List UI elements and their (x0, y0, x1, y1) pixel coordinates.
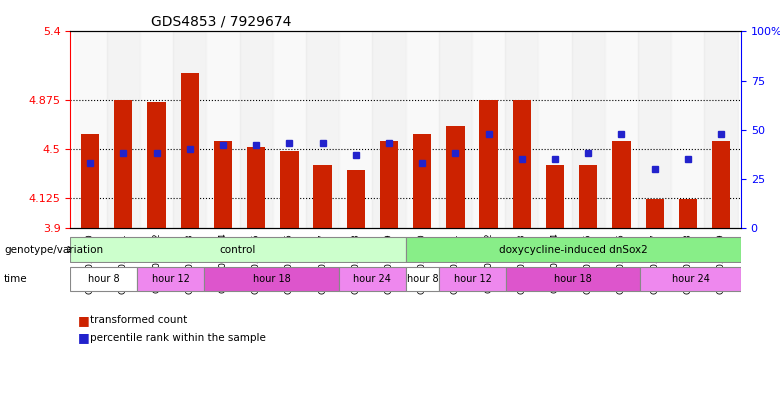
Bar (712, 141, 730, 228)
Bar (372, 31, 406, 228)
Text: hour 12: hour 12 (152, 274, 190, 284)
Bar (346, 170, 365, 228)
Text: hour 8: hour 8 (88, 274, 119, 284)
Bar (73, 31, 107, 228)
Text: hour 24: hour 24 (353, 274, 391, 284)
Text: transformed count: transformed count (90, 315, 187, 325)
Text: GDS4853 / 7929674: GDS4853 / 7929674 (151, 15, 291, 29)
Text: hour 12: hour 12 (454, 274, 491, 284)
Bar (612, 141, 630, 228)
Bar (638, 31, 672, 228)
Bar (704, 31, 738, 228)
Bar (306, 31, 339, 228)
Bar (505, 31, 538, 228)
Text: hour 18: hour 18 (555, 274, 592, 284)
Bar (273, 31, 306, 228)
Bar (147, 102, 165, 228)
Text: ■: ■ (78, 331, 90, 345)
Bar (506, 267, 640, 292)
Text: control: control (220, 244, 256, 255)
Bar (439, 267, 506, 292)
Bar (406, 237, 741, 262)
Bar (107, 31, 140, 228)
Bar (472, 31, 505, 228)
Bar (646, 199, 664, 228)
Text: doxycycline-induced dnSox2: doxycycline-induced dnSox2 (499, 244, 647, 255)
Bar (173, 31, 207, 228)
Bar (380, 141, 398, 228)
Bar (480, 99, 498, 228)
Bar (280, 151, 299, 228)
Bar (579, 165, 597, 228)
Bar (239, 31, 273, 228)
Text: hour 18: hour 18 (253, 274, 290, 284)
Bar (247, 147, 265, 228)
Text: hour 8: hour 8 (406, 274, 438, 284)
Bar (538, 31, 572, 228)
Bar (339, 31, 372, 228)
Bar (314, 165, 332, 228)
Text: hour 24: hour 24 (672, 274, 710, 284)
Bar (114, 99, 133, 228)
Bar (413, 134, 431, 228)
Bar (604, 31, 638, 228)
Bar (512, 99, 531, 228)
Bar (70, 237, 406, 262)
Bar (140, 31, 173, 228)
Bar (70, 267, 137, 292)
Bar (446, 126, 465, 228)
Bar (214, 141, 232, 228)
Bar (204, 267, 339, 292)
Bar (672, 31, 704, 228)
Bar (207, 31, 239, 228)
Bar (339, 267, 406, 292)
Text: genotype/variation: genotype/variation (4, 244, 103, 255)
Bar (181, 73, 199, 228)
Bar (406, 31, 439, 228)
Bar (679, 199, 697, 228)
Bar (546, 165, 564, 228)
Bar (439, 31, 472, 228)
Text: ■: ■ (78, 314, 90, 327)
Text: percentile rank within the sample: percentile rank within the sample (90, 333, 265, 343)
Bar (572, 31, 604, 228)
Text: time: time (4, 274, 27, 284)
Bar (137, 267, 204, 292)
Bar (640, 267, 741, 292)
Bar (81, 134, 99, 228)
Bar (406, 267, 439, 292)
